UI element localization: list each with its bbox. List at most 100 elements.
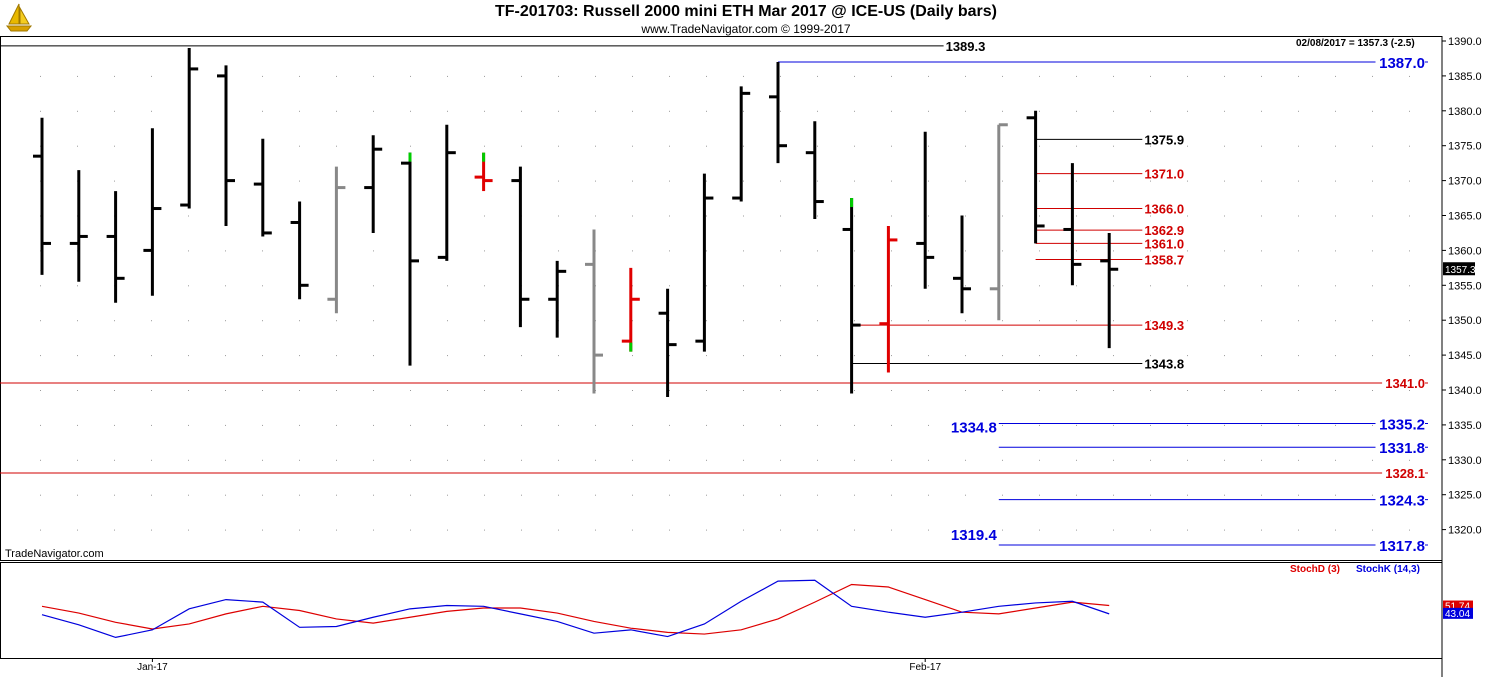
grid-dot	[854, 494, 855, 496]
grid-dot	[77, 285, 78, 287]
grid-dot	[225, 390, 226, 391]
grid-dot	[1335, 110, 1336, 112]
level-label: 1361.0	[1144, 236, 1184, 251]
grid-dot	[780, 459, 781, 461]
grid-dot	[965, 215, 966, 217]
grid-dot	[1002, 145, 1003, 147]
grid-dot	[1039, 250, 1040, 252]
grid-dot	[114, 180, 115, 182]
grid-dot	[410, 75, 411, 77]
grid-dot	[1076, 424, 1077, 426]
y-tick-label: 1325.0	[1448, 490, 1482, 502]
grid-dot	[743, 110, 744, 112]
grid-dot	[1372, 215, 1373, 217]
grid-dot	[780, 110, 781, 112]
grid-dot	[1002, 250, 1003, 252]
y-tick-label: 1370.0	[1448, 176, 1482, 188]
grid-dot	[484, 250, 485, 252]
grid-dot	[77, 529, 78, 531]
stoch-k-value: 43.04	[1445, 609, 1470, 620]
grid-dot	[1076, 75, 1077, 77]
grid-dot	[854, 320, 855, 322]
level-label: 1334.8	[951, 419, 997, 436]
grid-dot	[632, 459, 633, 461]
level-label: 1389.3	[946, 39, 986, 54]
grid-dot	[1187, 250, 1188, 252]
grid-dot	[669, 424, 670, 426]
grid-dot	[891, 390, 892, 391]
grid-dot	[1039, 75, 1040, 77]
grid-dot	[447, 424, 448, 426]
grid-dot	[336, 390, 337, 391]
grid-dot	[1261, 320, 1262, 322]
grid-dot	[817, 75, 818, 77]
grid-dot	[558, 250, 559, 252]
grid-dot	[410, 390, 411, 391]
grid-dot	[1224, 355, 1225, 357]
grid-dot	[1372, 75, 1373, 77]
grid-dot	[1409, 390, 1410, 391]
grid-dot	[743, 424, 744, 426]
grid-dot	[447, 459, 448, 461]
grid-dot	[299, 320, 300, 322]
grid-dot	[1187, 459, 1188, 461]
grid-dot	[817, 459, 818, 461]
grid-dot	[1224, 285, 1225, 287]
grid-dot	[817, 494, 818, 496]
grid-dot	[1372, 424, 1373, 426]
grid-dot	[484, 145, 485, 147]
grid-dot	[743, 390, 744, 391]
grid-dot	[632, 180, 633, 182]
grid-dot	[558, 75, 559, 77]
grid-dot	[743, 215, 744, 217]
grid-dot	[928, 320, 929, 322]
grid-dot	[854, 390, 855, 391]
grid-dot	[1150, 180, 1151, 182]
grid-dot	[965, 459, 966, 461]
grid-dot	[965, 390, 966, 391]
grid-dot	[1039, 529, 1040, 531]
grid-dot	[151, 355, 152, 357]
grid-dot	[225, 459, 226, 461]
grid-dot	[1187, 424, 1188, 426]
grid-dot	[632, 250, 633, 252]
grid-dot	[1039, 390, 1040, 391]
grid-dot	[743, 75, 744, 77]
stoch-line	[41, 583, 1110, 635]
grid-dot	[965, 494, 966, 496]
grid-dot	[891, 355, 892, 357]
date-axis: Jan-17 Feb-17	[137, 658, 941, 673]
grid-dot	[1224, 75, 1225, 77]
grid-dot	[1002, 390, 1003, 391]
grid-dot	[595, 494, 596, 496]
grid-dot	[225, 424, 226, 426]
grid-dot	[1076, 494, 1077, 496]
stoch-d-box	[1443, 600, 1473, 612]
grid-dot	[336, 355, 337, 357]
grid-dot	[1113, 494, 1114, 496]
grid-dot	[669, 320, 670, 322]
grid-dot	[632, 424, 633, 426]
grid-dot	[669, 110, 670, 112]
grid-dot	[336, 320, 337, 322]
grid-dot	[1261, 459, 1262, 461]
grid-dot	[1335, 494, 1336, 496]
grid-dot	[521, 424, 522, 426]
grid-dot	[891, 459, 892, 461]
level-label: 1335.2	[1379, 417, 1425, 434]
grid-dot	[1224, 494, 1225, 496]
grid-dot	[928, 355, 929, 357]
grid-dot	[1150, 320, 1151, 322]
grid-dot	[262, 75, 263, 77]
grid-dot	[114, 320, 115, 322]
grid-dot	[891, 285, 892, 287]
level-label-bg	[1375, 491, 1425, 506]
grid-dot	[595, 110, 596, 112]
grid-dot	[1113, 355, 1114, 357]
grid-dot	[40, 75, 41, 77]
y-tick-label: 1385.0	[1448, 71, 1482, 83]
grid-dot	[1298, 529, 1299, 531]
grid-dot	[558, 180, 559, 182]
grid-dot	[1187, 390, 1188, 391]
grid-dot	[114, 355, 115, 357]
